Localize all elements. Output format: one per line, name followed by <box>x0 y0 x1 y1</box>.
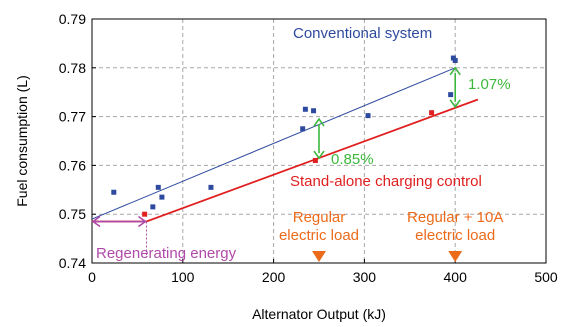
fit-line-conventional <box>91 67 456 220</box>
y-axis-title: Fuel consumption (L) <box>14 75 30 207</box>
x-axis-title: Alternator Output (kJ) <box>252 306 386 322</box>
data-points <box>111 55 458 217</box>
plot-frame <box>91 18 547 264</box>
y-tick-label: 0.75 <box>59 206 86 222</box>
x-tick-label: 0 <box>88 269 96 285</box>
regenerating-energy-label: Regenerating energy <box>96 245 237 262</box>
data-point-stand-alone <box>429 110 435 116</box>
gap-arrow-mid-head-top <box>313 117 325 127</box>
annotations <box>91 66 463 262</box>
fit-line-stand-alone <box>92 98 479 223</box>
regular-10a-load-label-line2: electric load <box>415 227 495 244</box>
legend-stand-alone-charging-control: Stand-alone charging control <box>290 173 482 190</box>
data-point-conventional <box>150 204 156 210</box>
tick-labels: 0 100 200 300 400 500 0.74 0.75 0.76 0.77 0.78 0.79 <box>59 11 558 285</box>
regular-load-label-line1: Regular <box>293 209 346 226</box>
y-tick-label: 0.77 <box>59 109 86 125</box>
y-tick-label: 0.78 <box>59 60 86 76</box>
y-tick-label: 0.76 <box>59 157 86 173</box>
y-tick-label: 0.74 <box>59 255 86 271</box>
data-point-conventional <box>452 57 458 63</box>
data-point-conventional <box>365 113 371 119</box>
gap-label-mid: 0.85% <box>331 151 374 168</box>
legend-conventional-system: Conventional system <box>293 25 432 42</box>
grid <box>92 19 546 263</box>
regen-arrow-head-left <box>91 215 101 228</box>
gap-arrow-right-head-bottom <box>449 99 461 109</box>
data-point-conventional <box>448 92 454 98</box>
data-point-conventional <box>155 184 161 190</box>
data-point-conventional <box>208 184 214 190</box>
regen-arrow-head-right <box>138 215 147 228</box>
x-tick-label: 300 <box>353 269 377 285</box>
x-tick-label: 400 <box>444 269 468 285</box>
y-tick-label: 0.79 <box>59 11 86 27</box>
data-point-conventional <box>159 194 165 200</box>
gap-arrow-mid-head-bottom <box>313 150 325 160</box>
regular-10a-load-marker <box>448 251 463 262</box>
gap-label-right: 1.07% <box>468 76 511 93</box>
data-point-stand-alone <box>142 211 148 217</box>
data-point-conventional <box>302 106 308 112</box>
regular-10a-load-label-line1: Regular + 10A <box>407 209 503 226</box>
data-point-stand-alone <box>312 158 318 164</box>
regular-load-marker <box>312 251 326 262</box>
fit-lines <box>91 67 479 223</box>
data-point-conventional <box>300 126 306 132</box>
gap-arrow-right-head-top <box>449 66 461 76</box>
x-tick-label: 500 <box>534 269 558 285</box>
x-tick-label: 200 <box>262 269 286 285</box>
x-tick-label: 100 <box>171 269 195 285</box>
regular-load-label-line2: electric load <box>279 227 359 244</box>
data-point-conventional <box>311 108 317 114</box>
data-point-conventional <box>111 189 117 195</box>
